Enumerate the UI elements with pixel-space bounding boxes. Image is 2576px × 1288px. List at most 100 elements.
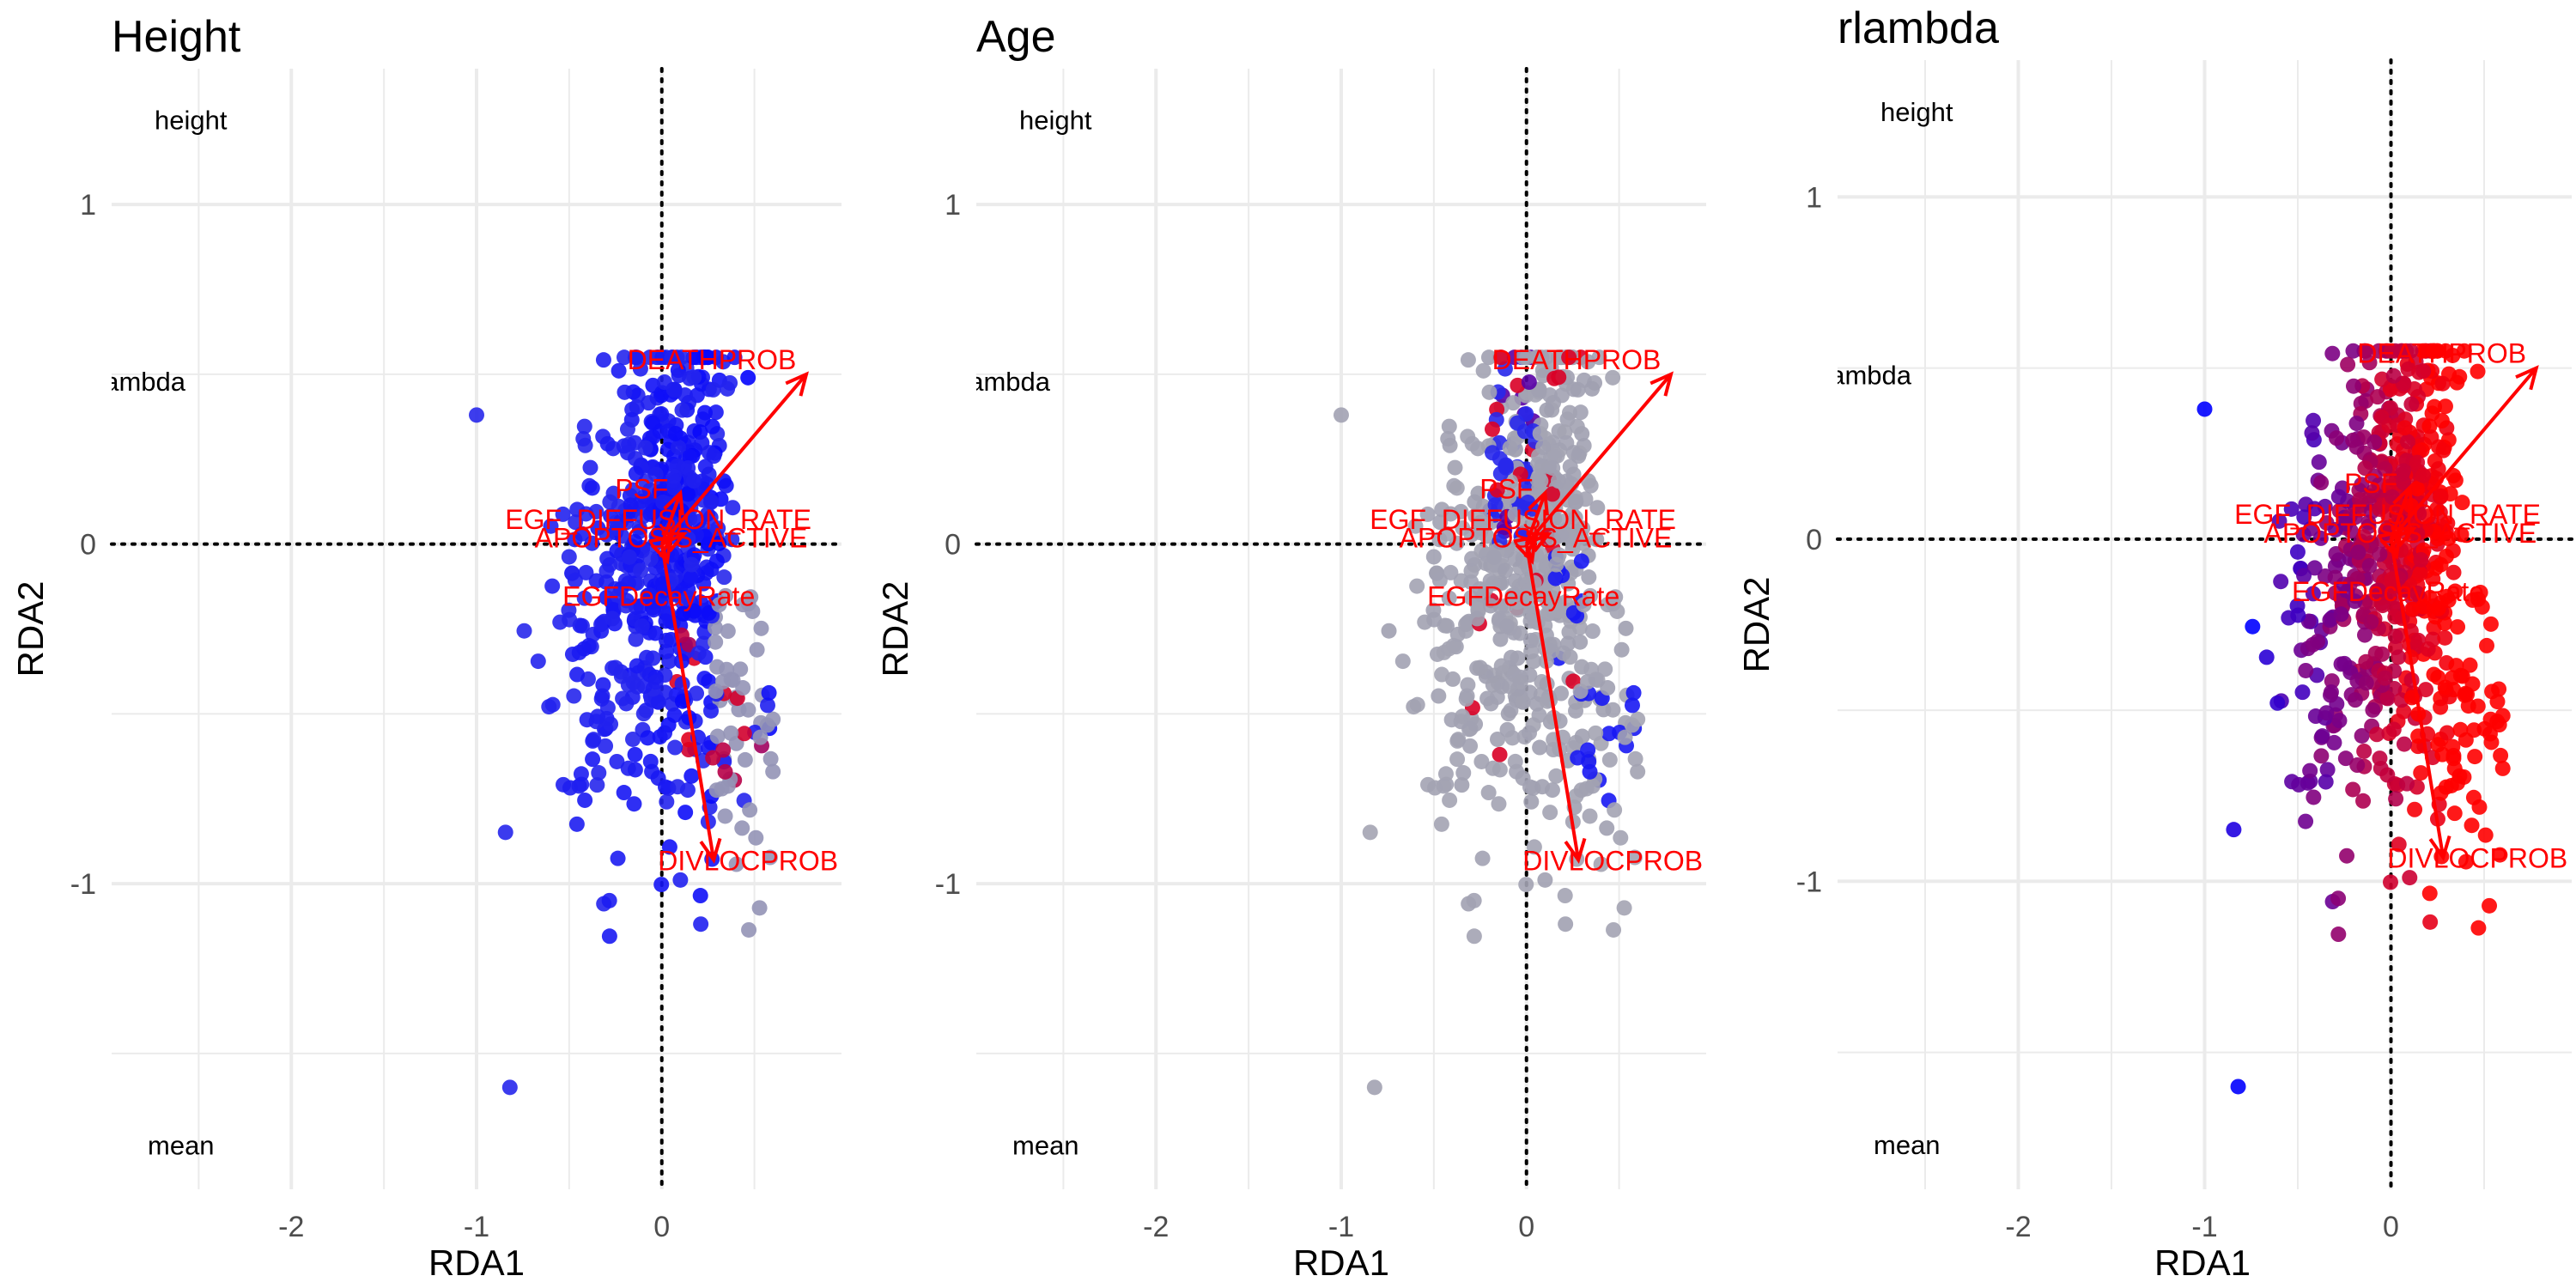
site-point bbox=[2313, 475, 2330, 491]
x-axis-title: RDA1 bbox=[2154, 1242, 2251, 1283]
site-point bbox=[577, 792, 593, 808]
site-point bbox=[1539, 402, 1555, 418]
scatter-points bbox=[1334, 349, 1646, 1096]
site-point bbox=[2437, 679, 2453, 696]
site-point bbox=[2449, 374, 2465, 391]
site-point bbox=[573, 766, 589, 782]
site-point bbox=[628, 631, 644, 647]
site-point bbox=[1492, 631, 1509, 647]
site-point bbox=[762, 750, 779, 767]
site-point bbox=[740, 596, 756, 612]
site-point bbox=[2458, 854, 2474, 870]
site-point bbox=[1487, 497, 1504, 513]
site-point bbox=[611, 362, 627, 379]
biplot-arrowhead bbox=[2379, 533, 2402, 561]
site-point bbox=[1562, 404, 1578, 421]
site-point bbox=[1485, 549, 1502, 565]
site-point bbox=[2363, 614, 2379, 630]
site-point bbox=[2426, 343, 2442, 359]
site-point bbox=[1505, 395, 1522, 411]
site-point bbox=[2347, 593, 2363, 610]
site-point bbox=[724, 532, 740, 548]
site-point bbox=[1472, 659, 1488, 676]
x-tick-label: 0 bbox=[653, 1211, 670, 1243]
site-point bbox=[2407, 801, 2423, 817]
site-point bbox=[1431, 532, 1448, 548]
site-point bbox=[589, 777, 605, 793]
site-point bbox=[2409, 454, 2426, 471]
site-point bbox=[1545, 460, 1561, 477]
site-point bbox=[1507, 551, 1523, 568]
site-point bbox=[2415, 363, 2432, 380]
site-point bbox=[1494, 678, 1510, 695]
annotation-rlambda: rlambda bbox=[89, 367, 186, 397]
site-point bbox=[618, 696, 635, 712]
site-point bbox=[2340, 356, 2356, 373]
biplot-arrow bbox=[2389, 367, 2538, 541]
site-point bbox=[1544, 486, 1560, 502]
site-point bbox=[1432, 514, 1449, 531]
site-point bbox=[2295, 526, 2312, 543]
site-point bbox=[1437, 766, 1454, 782]
site-point bbox=[2439, 515, 2456, 532]
site-point bbox=[2358, 675, 2374, 691]
site-point bbox=[1431, 572, 1448, 588]
site-point bbox=[2305, 636, 2321, 653]
site-point bbox=[2429, 501, 2445, 517]
site-point bbox=[2347, 692, 2363, 708]
site-point bbox=[623, 497, 639, 513]
site-point bbox=[2357, 627, 2373, 643]
site-point bbox=[1624, 697, 1640, 714]
site-point bbox=[2324, 673, 2340, 690]
biplot-label: EGFDecayRate bbox=[562, 580, 755, 611]
site-point bbox=[1515, 770, 1531, 787]
site-point bbox=[2433, 412, 2450, 428]
site-point bbox=[1493, 349, 1510, 366]
site-point bbox=[2345, 343, 2361, 359]
site-point bbox=[2418, 682, 2434, 698]
site-point bbox=[728, 856, 744, 872]
biplot-label: EGFDecayRate bbox=[1427, 580, 1619, 611]
site-point bbox=[2379, 690, 2396, 707]
biplot-arrowhead bbox=[663, 489, 684, 516]
biplot-arrow bbox=[660, 373, 808, 545]
site-point bbox=[620, 575, 636, 592]
site-point bbox=[598, 562, 615, 579]
site-point bbox=[2446, 761, 2463, 777]
site-point bbox=[2452, 721, 2469, 738]
site-point bbox=[2361, 557, 2378, 574]
biplot-label: PSF bbox=[2344, 468, 2397, 499]
y-axis-title: RDA2 bbox=[875, 580, 915, 677]
site-point bbox=[665, 468, 682, 484]
site-point bbox=[1454, 777, 1470, 793]
site-point bbox=[642, 551, 659, 568]
site-point bbox=[562, 611, 578, 628]
site-point bbox=[2437, 615, 2453, 631]
site-point bbox=[629, 349, 645, 366]
site-point bbox=[2413, 765, 2429, 781]
biplot-arrowhead bbox=[1564, 837, 1587, 864]
site-point bbox=[501, 1079, 518, 1096]
site-point bbox=[2374, 598, 2391, 614]
site-point bbox=[576, 590, 592, 606]
site-point bbox=[2372, 546, 2388, 562]
x-tick-label: -1 bbox=[1328, 1211, 1354, 1243]
scatter-points bbox=[469, 349, 781, 1096]
site-point bbox=[633, 562, 649, 579]
site-point bbox=[1443, 564, 1459, 580]
site-point bbox=[2448, 658, 2464, 674]
site-point bbox=[2271, 513, 2287, 529]
site-point bbox=[765, 711, 781, 727]
x-tick-label: -2 bbox=[278, 1211, 304, 1243]
site-point bbox=[634, 618, 650, 635]
panel-age: DEATHPROB DIVLOCPROB PSFEGF_DIFFUSION_RATE… bbox=[875, 12, 1708, 1283]
site-point bbox=[1447, 459, 1463, 476]
site-point bbox=[2494, 760, 2511, 776]
site-point bbox=[2385, 368, 2402, 384]
site-point bbox=[707, 619, 723, 635]
x-axis-title: RDA1 bbox=[428, 1242, 525, 1283]
site-point bbox=[685, 473, 702, 489]
site-point bbox=[1548, 556, 1564, 573]
site-point bbox=[650, 694, 666, 710]
site-point bbox=[686, 369, 702, 386]
